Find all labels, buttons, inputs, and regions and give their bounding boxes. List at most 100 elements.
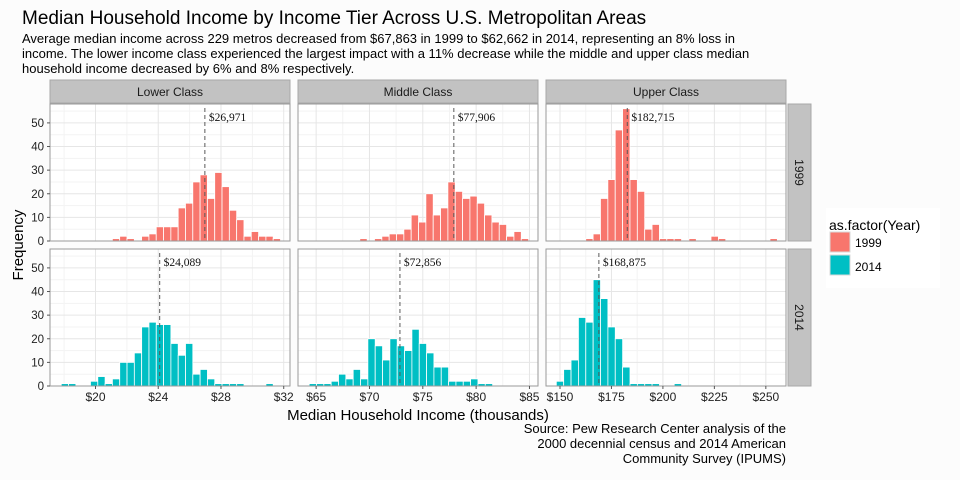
histogram-bar — [207, 198, 216, 242]
histogram-bar — [404, 350, 413, 387]
panel-background — [546, 104, 786, 241]
histogram-bar — [418, 221, 427, 242]
x-tick-label: $175 — [598, 390, 625, 404]
chart-title: Median Household Income by Income Tier A… — [22, 8, 646, 29]
histogram-bar — [506, 235, 515, 242]
histogram-bar — [411, 328, 420, 387]
histogram-bar — [440, 366, 449, 387]
histogram-bar — [455, 380, 464, 387]
histogram-bar — [622, 108, 631, 242]
histogram-bar — [163, 324, 172, 387]
histogram-bar — [389, 338, 398, 387]
histogram-bar — [338, 373, 347, 387]
facet-strip-label: Middle Class — [384, 85, 453, 99]
histogram-bar — [418, 343, 427, 387]
x-tick-label: $32 — [274, 390, 294, 404]
histogram-bar — [90, 380, 99, 387]
histogram-bar — [614, 129, 623, 242]
facet-strip-row-1999 — [787, 103, 812, 242]
y-tick-label: 10 — [31, 212, 44, 224]
histogram-bar — [462, 380, 472, 387]
facet-strip-1 — [297, 79, 539, 104]
histogram-bar — [470, 378, 479, 387]
facet-strip-row-label: 1999 — [792, 159, 806, 186]
source-line-1: Source: Pew Research Center analysis of … — [524, 421, 786, 436]
histogram-bar — [396, 345, 405, 387]
x-tick-label: $28 — [211, 390, 231, 404]
panel-lower-class-2014: $24,089 0 10 20 30 40 50 $20 $24 $28 $32 — [31, 248, 294, 404]
histogram-bar — [644, 228, 653, 242]
histogram-bar — [592, 233, 601, 242]
histogram-bar — [433, 366, 442, 387]
histogram-bar — [243, 235, 252, 242]
histogram-bar — [447, 181, 456, 242]
histogram-bar — [614, 338, 624, 387]
histogram-bar — [199, 369, 208, 387]
histogram-bar — [462, 198, 471, 242]
histogram-bar — [476, 202, 485, 242]
histogram-bar — [112, 378, 121, 387]
histogram-bar — [426, 352, 435, 387]
x-tick-label: $70 — [359, 390, 379, 404]
histogram-bar — [163, 226, 172, 242]
panel-upper-class-1999: $182,715 1999 — [545, 103, 812, 242]
panel-border — [49, 103, 291, 242]
panel-border — [297, 248, 539, 387]
facet-strip-2 — [545, 79, 787, 104]
median-label: $168,875 — [603, 256, 646, 269]
y-tick-label: 0 — [38, 381, 44, 393]
histogram-bar — [570, 359, 579, 387]
histogram-bar — [578, 317, 587, 387]
histogram-bar — [607, 326, 616, 387]
histogram-bar — [119, 235, 128, 242]
histogram-bar — [141, 326, 150, 387]
legend-title: as.factor(Year) — [829, 217, 920, 233]
histogram-bar — [185, 343, 194, 387]
histogram-bar — [155, 226, 164, 242]
x-tick-label: $20 — [85, 390, 105, 404]
y-tick-label: 30 — [31, 310, 44, 322]
histogram-bar — [629, 179, 638, 242]
subtitle-line-3: household income decreased by 6% and 8% … — [22, 61, 354, 76]
facet-strip-row-label: 2014 — [792, 304, 806, 331]
histogram-bar — [170, 226, 179, 242]
y-tick-label: 20 — [31, 334, 44, 346]
x-tick-label: $24 — [148, 390, 168, 404]
histogram-bar — [388, 233, 397, 242]
median-label: $72,856 — [404, 256, 442, 269]
facet-panels: Lower Class $26,971 0 10 20 30 40 50 $24,089 0 10 2… — [31, 79, 812, 404]
histogram-bar — [563, 369, 572, 387]
histogram-bar — [228, 209, 238, 242]
histogram-bar — [484, 214, 493, 242]
x-tick-label: $65 — [306, 390, 326, 404]
y-tick-label: 30 — [31, 165, 44, 177]
histogram-bar — [170, 343, 179, 387]
x-tick-label: $200 — [650, 390, 677, 404]
y-tick-label: 20 — [31, 189, 44, 201]
histogram-bar — [330, 380, 339, 387]
histogram-bar — [236, 219, 245, 242]
histogram-bar — [585, 321, 594, 387]
histogram-bar — [651, 224, 660, 242]
histogram-bar — [555, 380, 565, 387]
panel-background — [50, 104, 290, 241]
facet-strip-label: Lower Class — [137, 85, 203, 99]
histogram-bar — [192, 181, 201, 242]
legend-swatch-1999 — [829, 231, 851, 253]
histogram-bar — [469, 195, 478, 242]
median-label: $26,971 — [209, 111, 247, 124]
y-axis-label: Frequency — [10, 209, 27, 280]
x-axis-label: Median Household Income (thousands) — [287, 407, 549, 424]
histogram-bar — [454, 190, 463, 242]
histogram-bar — [345, 378, 354, 387]
histogram-bar — [221, 186, 230, 242]
histogram-bar — [432, 214, 441, 242]
histogram-bar — [97, 376, 106, 387]
histogram-bar — [381, 235, 390, 242]
panel-middle-class-1999: $77,906 — [297, 103, 539, 242]
panel-lower-class-1999: $26,971 0 10 20 30 40 50 — [31, 103, 291, 248]
y-tick-label: 10 — [31, 357, 44, 369]
histogram-bar — [177, 354, 186, 387]
